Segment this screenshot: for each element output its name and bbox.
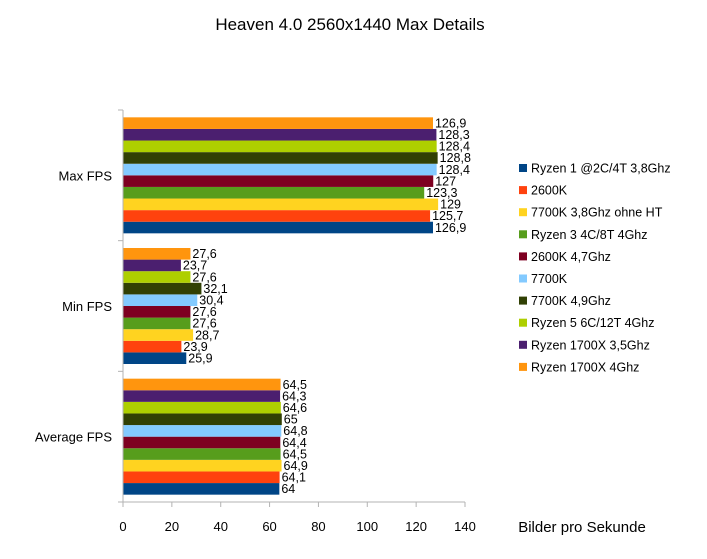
legend-label: Ryzen 3 4C/8T 4Ghz bbox=[531, 228, 648, 242]
data-label: 128,3 bbox=[438, 128, 469, 142]
data-label: 27,6 bbox=[192, 317, 216, 331]
bar bbox=[123, 483, 280, 495]
data-label: 128,4 bbox=[439, 163, 470, 177]
bar bbox=[123, 378, 281, 391]
bar bbox=[123, 186, 425, 199]
data-label: 127 bbox=[435, 174, 456, 188]
data-label: 64,8 bbox=[283, 424, 307, 438]
bar bbox=[123, 117, 433, 129]
bar bbox=[123, 306, 191, 318]
legend-swatch bbox=[519, 296, 527, 305]
legend-label: 7700K 3,8Ghz ohne HT bbox=[531, 206, 663, 220]
legend-label: Ryzen 1700X 4Ghz bbox=[531, 360, 639, 374]
x-tick-label: 100 bbox=[356, 519, 378, 534]
legend-label: 7700K bbox=[531, 272, 568, 286]
bar bbox=[123, 352, 187, 364]
bar bbox=[123, 390, 281, 402]
data-label: 128,8 bbox=[440, 151, 471, 165]
category-label: Average FPS bbox=[35, 430, 112, 445]
legend-swatch bbox=[519, 186, 527, 195]
bar bbox=[123, 128, 437, 141]
legend-swatch bbox=[519, 208, 527, 217]
x-tick-label: 20 bbox=[165, 519, 179, 534]
bar bbox=[123, 329, 194, 341]
data-label: 27,6 bbox=[192, 270, 216, 284]
bar bbox=[123, 248, 191, 260]
legend: Ryzen 1 @2C/4T 3,8Ghz 2600K 7700K 3,8Ghz o… bbox=[519, 162, 671, 374]
data-label: 126,9 bbox=[435, 116, 466, 130]
data-label: 25,9 bbox=[188, 352, 212, 366]
bar bbox=[123, 221, 433, 234]
bar bbox=[123, 271, 191, 283]
data-label: 123,3 bbox=[426, 186, 457, 200]
bar bbox=[123, 175, 434, 187]
axis-layer: Max FPS Min FPS Average FPS 0 20 40 60 80 100 120… bbox=[35, 109, 476, 534]
bar bbox=[123, 210, 431, 222]
data-labels-layer: 126,9125,7129123,3127128,4128,8128,4128,… bbox=[183, 116, 471, 496]
bar bbox=[123, 198, 439, 211]
data-label: 65 bbox=[284, 413, 298, 427]
x-tick-label: 60 bbox=[262, 519, 276, 534]
bar bbox=[123, 259, 181, 272]
x-tick-label: 40 bbox=[213, 519, 227, 534]
legend-swatch bbox=[519, 362, 527, 371]
legend-label: Ryzen 1700X 3,5Ghz bbox=[531, 338, 650, 352]
bar bbox=[123, 294, 198, 306]
bars-layer bbox=[123, 117, 439, 495]
data-label: 23,7 bbox=[183, 259, 207, 273]
data-label: 128,4 bbox=[439, 140, 470, 154]
bar bbox=[123, 163, 437, 176]
x-tick-label: 140 bbox=[454, 519, 476, 534]
legend-label: 2600K bbox=[531, 184, 568, 198]
data-label: 126,9 bbox=[435, 221, 466, 235]
data-label: 28,7 bbox=[195, 328, 219, 342]
legend-swatch bbox=[519, 318, 527, 327]
x-tick-label: 120 bbox=[405, 519, 427, 534]
category-label: Min FPS bbox=[62, 299, 112, 314]
bar bbox=[123, 340, 182, 353]
legend-swatch bbox=[519, 252, 527, 261]
data-label: 27,6 bbox=[192, 305, 216, 319]
bar bbox=[123, 140, 437, 153]
bar bbox=[123, 459, 282, 472]
x-tick-label: 0 bbox=[119, 519, 126, 534]
data-label: 129 bbox=[440, 198, 461, 212]
x-tick-label: 80 bbox=[311, 519, 325, 534]
bar bbox=[123, 317, 191, 330]
bar bbox=[123, 425, 282, 437]
data-label: 23,9 bbox=[183, 340, 207, 354]
legend-swatch bbox=[519, 340, 527, 349]
legend-label: Ryzen 5 6C/12T 4Ghz bbox=[531, 316, 654, 330]
chart-title: Heaven 4.0 2560x1440 Max Details bbox=[215, 15, 484, 34]
data-label: 64,5 bbox=[283, 447, 307, 461]
legend-swatch bbox=[519, 230, 527, 239]
data-label: 27,6 bbox=[192, 247, 216, 261]
bar bbox=[123, 152, 438, 164]
legend-swatch bbox=[519, 274, 527, 283]
legend-swatch bbox=[519, 164, 527, 172]
bar bbox=[123, 448, 281, 460]
legend-label: 2600K 4,7Ghz bbox=[531, 250, 611, 264]
data-label: 64 bbox=[281, 482, 295, 496]
data-label: 32,1 bbox=[203, 282, 227, 296]
legend-label: Ryzen 1 @2C/4T 3,8Ghz bbox=[531, 162, 671, 176]
data-label: 64,1 bbox=[282, 471, 306, 485]
data-label: 64,5 bbox=[283, 378, 307, 392]
data-label: 64,3 bbox=[282, 389, 306, 403]
bar bbox=[123, 471, 280, 484]
data-label: 30,4 bbox=[199, 294, 223, 308]
data-label: 125,7 bbox=[432, 209, 463, 223]
bar bbox=[123, 436, 281, 449]
data-label: 64,9 bbox=[284, 459, 308, 473]
x-axis-title: Bilder pro Sekunde bbox=[518, 519, 646, 536]
data-label: 64,6 bbox=[283, 401, 307, 415]
legend-label: 7700K 4,9Ghz bbox=[531, 294, 611, 308]
bar bbox=[123, 413, 282, 426]
bar bbox=[123, 282, 202, 295]
bar bbox=[123, 401, 281, 414]
data-label: 64,4 bbox=[282, 436, 306, 450]
category-label: Max FPS bbox=[59, 168, 113, 183]
